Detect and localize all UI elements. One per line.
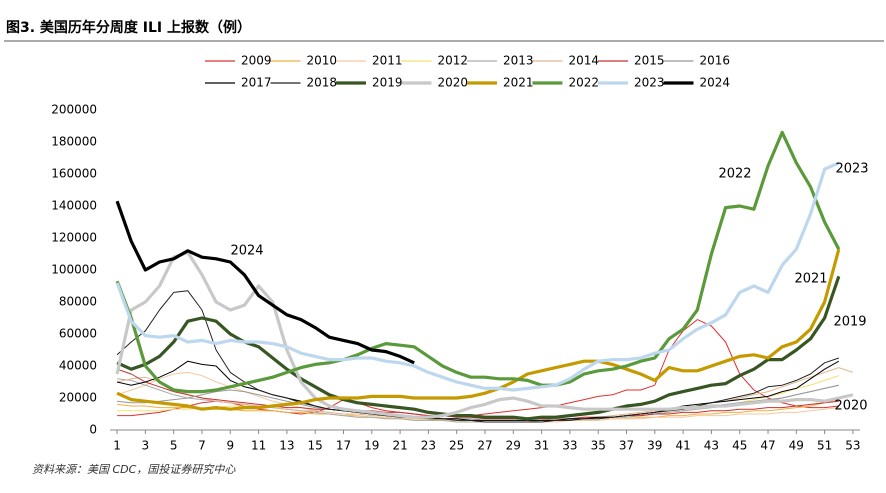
legend-label: 2024: [700, 76, 731, 90]
series-line: [115, 130, 841, 394]
x-tick-label: 1: [113, 439, 121, 453]
x-tick-label: 3: [142, 439, 150, 453]
legend-label: 2018: [307, 76, 338, 90]
series-line: [115, 161, 840, 392]
x-tick-label: 11: [251, 439, 266, 453]
legend-label: 2012: [438, 54, 469, 68]
x-tick-label: 25: [449, 439, 464, 453]
x-tick-label: 7: [198, 439, 206, 453]
x-tick-label: 5: [170, 439, 178, 453]
x-tick-label: 47: [760, 439, 775, 453]
legend-label: 2017: [241, 76, 272, 90]
y-tick-label: 200000: [51, 103, 97, 117]
legend-label: 2015: [634, 54, 665, 68]
legend-label: 2023: [634, 76, 665, 90]
x-tick-label: 15: [308, 439, 323, 453]
legend-label: 2011: [372, 54, 403, 68]
x-tick-label: 39: [647, 439, 662, 453]
series-line: [115, 200, 415, 365]
annotation: 2021: [794, 272, 827, 287]
x-tick-label: 23: [421, 439, 436, 453]
x-tick-label: 31: [534, 439, 549, 453]
x-tick-label: 19: [364, 439, 379, 453]
x-tick-label: 35: [591, 439, 606, 453]
x-tick-label: 49: [789, 439, 804, 453]
series-line: [116, 248, 841, 411]
legend-label: 2019: [372, 76, 403, 90]
legend-label: 2021: [503, 76, 534, 90]
source-note: 资料来源：美国 CDC，国投证券研究中心: [32, 463, 236, 476]
legend-label: 2013: [503, 54, 534, 68]
annotation: 2020: [834, 399, 867, 414]
y-tick-label: 120000: [51, 231, 97, 245]
x-tick-label: 21: [392, 439, 407, 453]
series-line: [117, 399, 839, 423]
x-tick-label: 29: [506, 439, 521, 453]
series-line: [116, 275, 841, 421]
x-tick-label: 53: [845, 439, 860, 453]
y-tick-label: 20000: [59, 391, 97, 405]
x-tick-label: 33: [562, 439, 577, 453]
x-tick-label: 41: [675, 439, 690, 453]
y-tick-label: 0: [89, 423, 97, 437]
y-tick-label: 180000: [51, 135, 97, 149]
x-tick-label: 51: [817, 439, 832, 453]
x-tick-label: 27: [477, 439, 492, 453]
annotation: 2024: [230, 244, 263, 259]
chart-title: 图3. 美国历年分周度 ILI 上报数（例）: [6, 19, 251, 36]
series-line: [115, 250, 854, 419]
x-tick-label: 13: [279, 439, 294, 453]
legend-label: 2010: [307, 54, 338, 68]
y-tick-label: 160000: [51, 167, 97, 181]
x-tick-label: 9: [226, 439, 234, 453]
annotation: 2022: [718, 167, 751, 182]
x-tick-label: 45: [732, 439, 747, 453]
y-tick-label: 40000: [59, 359, 97, 373]
legend-label: 2014: [569, 54, 600, 68]
series-line: [117, 319, 839, 417]
legend-label: 2016: [700, 54, 731, 68]
y-tick-label: 100000: [51, 263, 97, 277]
y-tick-label: 140000: [51, 199, 97, 213]
series-line: [116, 290, 839, 423]
y-tick-label: 80000: [59, 295, 97, 309]
annotation: 2023: [835, 162, 868, 177]
legend-label: 2020: [438, 76, 469, 90]
y-tick-label: 60000: [59, 327, 97, 341]
x-tick-label: 43: [704, 439, 719, 453]
annotation: 2019: [833, 315, 866, 330]
legend-label: 2022: [569, 76, 600, 90]
x-tick-label: 37: [619, 439, 634, 453]
x-tick-label: 17: [336, 439, 351, 453]
legend-label: 2009: [241, 54, 272, 68]
